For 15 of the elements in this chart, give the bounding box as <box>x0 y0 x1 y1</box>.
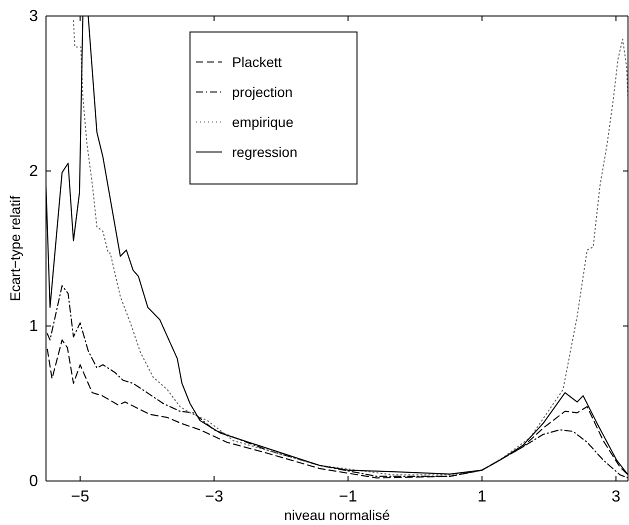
x-tick-label: 1 <box>478 488 487 506</box>
x-tick-label: −1 <box>338 488 358 506</box>
y-axis-title: Ecart−type relatif <box>7 196 23 302</box>
y-tick-label: 0 <box>29 473 38 490</box>
x-tick-label: −3 <box>204 488 224 506</box>
legend-label: projection <box>232 84 293 100</box>
legend-label: empirique <box>232 114 294 130</box>
x-axis-title: niveau normalisé <box>284 507 390 523</box>
x-tick-label: 3 <box>611 488 620 506</box>
legend-label: regression <box>232 144 298 160</box>
y-tick-label: 2 <box>29 163 38 180</box>
y-tick-label: 1 <box>29 318 38 336</box>
legend-label: Plackett <box>232 54 282 70</box>
x-tick-label: −5 <box>71 488 90 506</box>
y-tick-label: 3 <box>29 8 38 26</box>
